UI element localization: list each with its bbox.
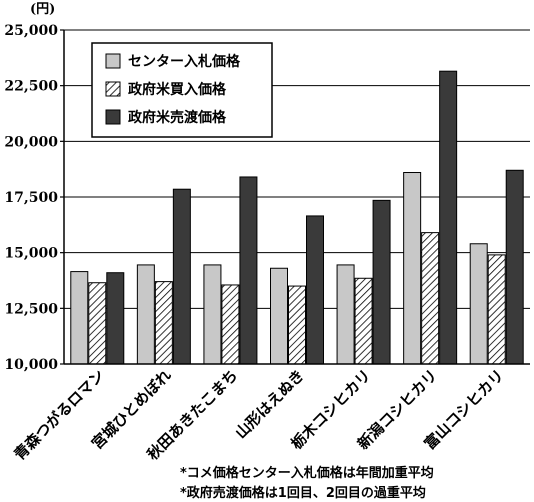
bar-series-1-1: [70, 271, 89, 365]
legend-label-sell: 政府米売渡価格: [128, 109, 227, 126]
bar-series-2-4: [288, 285, 306, 365]
legend-label-buy: 政府米買入価格: [128, 81, 227, 98]
x-category-labels: 青森つがるロマン宮城ひとめぼれ秋田あきたこまち山形はえぬき栃木コシヒカリ新潟コシ…: [11, 366, 508, 464]
bar-series-1-7: [469, 243, 488, 365]
legend-box: [91, 42, 273, 138]
y-tick-label: 12,500: [4, 301, 58, 317]
bar-series-2-2: [154, 281, 173, 365]
bar-series-3-3: [239, 176, 258, 365]
bar-series-2-6: [421, 232, 440, 365]
bar-series-1-2: [136, 264, 155, 365]
legend-swatch-sell: [105, 109, 121, 125]
bar-series-3-1: [106, 272, 125, 365]
y-tick-label: 22,500: [4, 79, 58, 95]
bar-series-1-6: [403, 172, 422, 365]
y-tick-label: 25,000: [4, 23, 58, 39]
y-axis-unit: (円): [30, 2, 55, 17]
legend-swatch-center: [105, 53, 121, 69]
legend-swatch-buy: [105, 81, 121, 97]
bar-series-1-4: [270, 267, 288, 365]
y-tick-label: 20,000: [4, 134, 58, 150]
bar-series-3-5: [372, 199, 391, 365]
y-tick-labels: 10,000 12,500 15,000 17,500 20,000 22,500 25,0…: [4, 23, 58, 373]
footnote-sell-price: *政府売渡価格は1回目、2回目の過重平均: [180, 486, 426, 501]
x-category-label: 青森つがるロマン: [11, 366, 109, 464]
bar-series-3-4: [306, 215, 324, 365]
bar-series-3-2: [172, 188, 191, 365]
bar-series-1-3: [203, 264, 222, 365]
axes: [60, 29, 530, 365]
y-tick-label: 17,500: [4, 190, 58, 206]
bars: [70, 70, 524, 365]
bar-series-1-5: [336, 264, 355, 365]
y-tick-label: 10,000: [4, 357, 58, 373]
bar-series-2-7: [487, 254, 506, 365]
y-tick-label: 15,000: [4, 246, 58, 262]
footnote-center-price: *コメ価格センター入札価格は年間加重平均: [180, 466, 434, 481]
bar-series-2-5: [354, 277, 373, 365]
bar-series-2-3: [221, 284, 240, 365]
bar-series-2-1: [88, 282, 107, 365]
bar-series-3-6: [439, 70, 458, 365]
bar-series-3-7: [505, 169, 524, 365]
legend: センター入札価格 政府米買入価格 政府米売渡価格: [91, 42, 273, 138]
legend-label-center: センター入札価格: [128, 53, 241, 70]
